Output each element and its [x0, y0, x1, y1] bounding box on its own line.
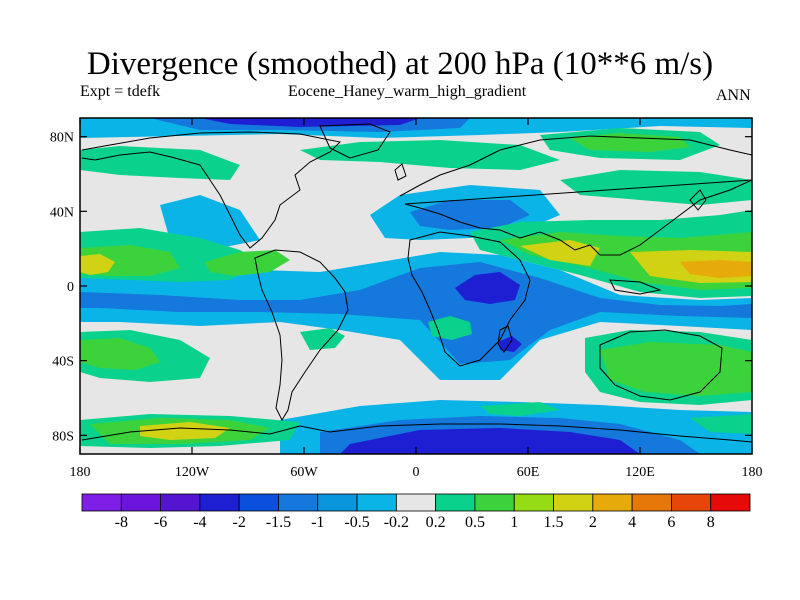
contour-westpacific-positive-orange	[680, 260, 752, 278]
coastline-antarctica	[81, 423, 752, 443]
contour-mediterranean-negative-strong	[410, 200, 530, 230]
colorbar-box	[631, 493, 672, 512]
colorbar-box	[513, 493, 554, 512]
colorbar-box	[278, 493, 319, 512]
colorbar-box	[120, 493, 161, 512]
lat-tick-label: 0	[67, 280, 74, 295]
colorbar: -8 -6 -4 -2 -1.5 -1 -0.5 -0.2 0.2 0.5 1 1.5 2 4 6 8	[81, 493, 751, 531]
colorbar-label: 8	[707, 514, 715, 531]
colorbar-box	[160, 493, 201, 512]
lon-tick-label: 60W	[290, 465, 318, 480]
colorbar-box	[671, 493, 712, 512]
colorbar-label: -4	[193, 514, 206, 531]
contour-africa-negative-core	[455, 272, 520, 304]
lon-tick-label: 60E	[517, 465, 540, 480]
contour-madagascar-negative-core	[498, 336, 522, 352]
contour-caribbean-positive	[205, 250, 290, 276]
longitude-ticks: 180 120W 60W 0 60E 120E 180	[70, 118, 763, 480]
colorbar-label: 4	[628, 514, 636, 531]
colorbar-label: -0.5	[344, 514, 369, 531]
coastline-madagascar	[497, 325, 513, 353]
coastline-africa	[407, 231, 531, 367]
colorbar-label: -2	[233, 514, 246, 531]
colorbar-box	[592, 493, 633, 512]
contour-australia-positive-strong	[600, 342, 752, 396]
colorbar-box	[356, 493, 397, 512]
colorbar-box	[435, 493, 476, 512]
contour-equatorial-negative-strong	[80, 262, 752, 364]
run-name-label: Eocene_Haney_warm_high_gradient	[288, 83, 527, 100]
contour-fill	[80, 118, 752, 454]
coastline-uk	[394, 163, 407, 181]
colorbar-label: -6	[154, 514, 167, 531]
contour-indian-ocean-positive-yellow	[520, 240, 600, 266]
colorbar-box	[553, 493, 594, 512]
colorbar-label: -8	[115, 514, 128, 531]
contour-southindian-positive	[480, 402, 560, 416]
experiment-label: Expt = tdefk	[80, 83, 161, 100]
colorbar-label: 1	[510, 514, 518, 531]
contour-antarctic-negative-core	[340, 428, 640, 454]
colorbar-box	[474, 493, 515, 512]
coastline-australia	[599, 329, 723, 401]
lat-tick-label: 80S	[52, 429, 74, 444]
lon-tick-label: 120W	[175, 465, 210, 480]
colorbar-label: 2	[589, 514, 597, 531]
coastline-greenland	[319, 123, 391, 159]
colorbar-box	[710, 493, 751, 512]
coastline-eurasia	[399, 135, 752, 256]
contour-southpacific-positive-strong	[80, 338, 160, 370]
colorbar-box	[199, 493, 240, 512]
coastline-north-america	[81, 131, 342, 249]
contour-arctic-negative-core	[200, 118, 420, 127]
coastline-south-america	[254, 249, 349, 422]
contour-farsouth-east-positive	[690, 414, 752, 434]
lat-tick-label: 40S	[52, 355, 74, 370]
lon-tick-label: 120E	[625, 465, 655, 480]
lon-tick-label: 180	[70, 465, 91, 480]
colorbar-box	[238, 493, 279, 512]
lon-tick-label: 180	[742, 465, 763, 480]
colorbar-label: 0.5	[465, 514, 485, 531]
lon-tick-label: 0	[413, 465, 420, 480]
plot-title: Divergence (smoothed) at 200 hPa (10**6 …	[86, 46, 714, 82]
contour-tropical-pacific-positive-core	[80, 254, 115, 275]
colorbar-label: -0.2	[384, 514, 409, 531]
contour-northatlantic-positive	[300, 140, 560, 170]
map-panel: 80N 40N 0 40S 80S 180 120W 60W 0 60E 120E 180	[50, 117, 763, 480]
coastline-indonesia	[609, 279, 662, 295]
colorbar-label: -1	[311, 514, 324, 531]
lat-tick-label: 80N	[50, 131, 74, 146]
colorbar-label: 1.5	[544, 514, 564, 531]
colorbar-box	[81, 493, 122, 512]
contour-southatlantic-positive	[300, 328, 345, 350]
season-label: ANN	[716, 87, 751, 104]
colorbar-label: 0.2	[426, 514, 446, 531]
colorbar-label: 6	[667, 514, 675, 531]
contour-siberia-positive-strong	[570, 133, 690, 152]
latitude-ticks: 80N 40N 0 40S 80S	[50, 131, 752, 444]
colorbar-label: -1.5	[266, 514, 291, 531]
colorbar-box	[317, 493, 358, 512]
lat-tick-label: 40N	[50, 205, 74, 220]
coastline-japan	[689, 189, 707, 211]
coastlines	[81, 123, 752, 443]
colorbar-box	[395, 493, 437, 512]
contour-southern-positive-core	[140, 422, 230, 440]
